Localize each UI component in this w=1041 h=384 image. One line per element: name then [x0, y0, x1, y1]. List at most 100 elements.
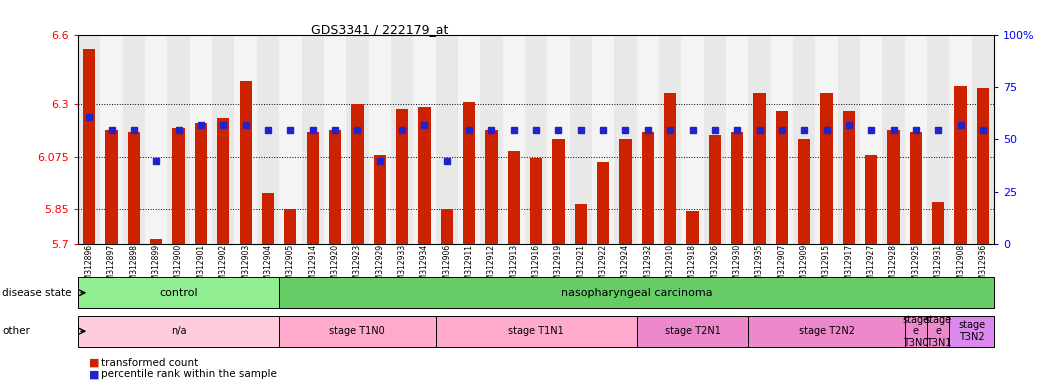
- Bar: [932, 202, 944, 244]
- Text: GSM312899: GSM312899: [152, 244, 160, 290]
- Text: ■: ■: [88, 358, 99, 368]
- Bar: [865, 156, 878, 244]
- Bar: [928, 35, 949, 244]
- Text: GSM312903: GSM312903: [242, 244, 250, 290]
- Bar: [686, 211, 699, 244]
- Text: stage T2N1: stage T2N1: [664, 326, 720, 336]
- Text: GSM312929: GSM312929: [375, 244, 384, 290]
- Bar: [637, 316, 748, 347]
- Text: GSM312923: GSM312923: [353, 244, 362, 290]
- Bar: [189, 35, 212, 244]
- Text: n/a: n/a: [171, 326, 186, 336]
- Bar: [682, 35, 704, 244]
- Text: other: other: [2, 326, 30, 336]
- Bar: [83, 48, 96, 244]
- Text: GSM312911: GSM312911: [464, 244, 474, 290]
- Bar: [798, 139, 810, 244]
- Bar: [748, 35, 770, 244]
- Text: GSM312924: GSM312924: [621, 244, 630, 290]
- Text: GSM312896: GSM312896: [84, 244, 94, 290]
- Bar: [928, 316, 949, 347]
- Text: GSM312902: GSM312902: [219, 244, 228, 290]
- Text: GSM312908: GSM312908: [956, 244, 965, 290]
- Bar: [949, 35, 972, 244]
- Text: GSM312907: GSM312907: [778, 244, 786, 290]
- Text: GSM312930: GSM312930: [733, 244, 741, 290]
- Text: GSM312909: GSM312909: [799, 244, 809, 290]
- Text: GSM312897: GSM312897: [107, 244, 117, 290]
- Bar: [78, 277, 279, 308]
- Bar: [888, 130, 899, 244]
- Bar: [619, 139, 632, 244]
- Bar: [279, 316, 435, 347]
- Text: ■: ■: [88, 369, 99, 379]
- Text: GSM312920: GSM312920: [331, 244, 339, 290]
- Bar: [418, 107, 431, 244]
- Bar: [949, 316, 994, 347]
- Bar: [347, 35, 369, 244]
- Bar: [575, 204, 587, 244]
- Bar: [905, 316, 928, 347]
- Bar: [754, 93, 766, 244]
- Bar: [369, 35, 390, 244]
- Text: stage
T3N2: stage T3N2: [959, 320, 986, 342]
- Bar: [843, 111, 855, 244]
- Bar: [910, 132, 922, 244]
- Text: GSM312921: GSM312921: [577, 244, 585, 290]
- Bar: [78, 35, 100, 244]
- Text: control: control: [159, 288, 198, 298]
- Bar: [592, 35, 614, 244]
- Bar: [553, 139, 564, 244]
- Bar: [284, 209, 297, 244]
- Text: transformed count: transformed count: [101, 358, 198, 368]
- Bar: [972, 35, 994, 244]
- Text: stage
e
T3N0: stage e T3N0: [903, 314, 930, 348]
- Bar: [262, 193, 274, 244]
- Text: GDS3341 / 222179_at: GDS3341 / 222179_at: [311, 23, 449, 36]
- Bar: [726, 35, 748, 244]
- Bar: [883, 35, 905, 244]
- Text: stage T2N2: stage T2N2: [798, 326, 855, 336]
- Text: GSM312936: GSM312936: [979, 244, 988, 290]
- Text: stage T1N0: stage T1N0: [330, 326, 385, 336]
- Bar: [78, 316, 279, 347]
- Text: GSM312910: GSM312910: [665, 244, 675, 290]
- Bar: [324, 35, 347, 244]
- Bar: [569, 35, 592, 244]
- Bar: [458, 35, 480, 244]
- Bar: [100, 35, 123, 244]
- Bar: [257, 35, 279, 244]
- Bar: [168, 35, 189, 244]
- Text: GSM312922: GSM312922: [599, 244, 608, 290]
- Bar: [279, 35, 302, 244]
- Text: stage T1N1: stage T1N1: [508, 326, 564, 336]
- Bar: [659, 35, 682, 244]
- Text: GSM312927: GSM312927: [867, 244, 875, 290]
- Bar: [776, 111, 788, 244]
- Bar: [234, 35, 257, 244]
- Text: GSM312898: GSM312898: [129, 244, 138, 290]
- Text: GSM312900: GSM312900: [174, 244, 183, 290]
- Bar: [440, 209, 453, 244]
- Text: GSM312904: GSM312904: [263, 244, 273, 290]
- Bar: [302, 35, 324, 244]
- Bar: [195, 123, 207, 244]
- Text: GSM312914: GSM312914: [308, 244, 318, 290]
- Bar: [838, 35, 860, 244]
- Bar: [329, 130, 341, 244]
- Text: GSM312928: GSM312928: [889, 244, 898, 290]
- Bar: [413, 35, 435, 244]
- Bar: [306, 132, 319, 244]
- Text: GSM312932: GSM312932: [643, 244, 653, 290]
- Bar: [351, 104, 363, 244]
- Bar: [123, 35, 145, 244]
- Text: stage
e
T3N1: stage e T3N1: [924, 314, 951, 348]
- Bar: [145, 35, 168, 244]
- Bar: [704, 35, 726, 244]
- Bar: [463, 102, 476, 244]
- Text: GSM312925: GSM312925: [912, 244, 920, 290]
- Bar: [525, 35, 548, 244]
- Text: GSM312935: GSM312935: [755, 244, 764, 290]
- Text: GSM312915: GSM312915: [822, 244, 831, 290]
- Bar: [748, 316, 905, 347]
